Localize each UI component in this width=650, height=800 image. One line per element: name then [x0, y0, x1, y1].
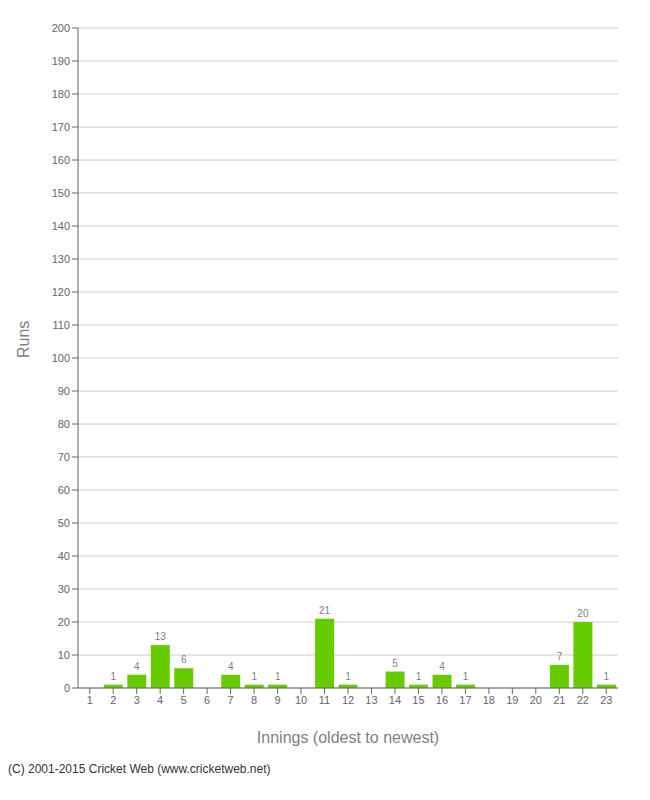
svg-text:7: 7	[557, 651, 563, 662]
svg-text:21: 21	[553, 694, 565, 706]
svg-text:17: 17	[459, 694, 471, 706]
svg-text:190: 190	[52, 55, 70, 67]
svg-text:18: 18	[483, 694, 495, 706]
svg-text:1: 1	[275, 671, 281, 682]
svg-text:180: 180	[52, 88, 70, 100]
svg-text:130: 130	[52, 253, 70, 265]
svg-text:170: 170	[52, 121, 70, 133]
svg-text:Innings (oldest to newest): Innings (oldest to newest)	[257, 729, 439, 746]
svg-text:15: 15	[412, 694, 424, 706]
svg-text:4: 4	[157, 694, 163, 706]
svg-text:22: 22	[577, 694, 589, 706]
svg-text:6: 6	[181, 654, 187, 665]
svg-text:1: 1	[345, 671, 351, 682]
svg-text:100: 100	[52, 352, 70, 364]
svg-text:21: 21	[319, 605, 331, 616]
svg-text:20: 20	[530, 694, 542, 706]
svg-text:90: 90	[58, 385, 70, 397]
svg-text:5: 5	[181, 694, 187, 706]
svg-text:160: 160	[52, 154, 70, 166]
svg-text:10: 10	[295, 694, 307, 706]
svg-text:1: 1	[251, 671, 257, 682]
svg-text:1: 1	[87, 694, 93, 706]
svg-text:14: 14	[389, 694, 401, 706]
svg-text:70: 70	[58, 451, 70, 463]
svg-text:140: 140	[52, 220, 70, 232]
html-text:(C) 2001-2015 Cricket Web (www: (C) 2001-2015 Cricket Web (www.cricketwe…	[8, 762, 271, 776]
svg-text:5: 5	[392, 658, 398, 669]
svg-text:4: 4	[228, 661, 234, 672]
svg-text:16: 16	[436, 694, 448, 706]
svg-text:8: 8	[251, 694, 257, 706]
svg-text:4: 4	[134, 661, 140, 672]
svg-text:1: 1	[111, 671, 117, 682]
svg-text:120: 120	[52, 286, 70, 298]
svg-text:1: 1	[604, 671, 610, 682]
svg-text:4: 4	[439, 661, 445, 672]
svg-text:0: 0	[64, 682, 70, 694]
svg-text:1: 1	[463, 671, 469, 682]
svg-text:13: 13	[155, 631, 167, 642]
svg-text:60: 60	[58, 484, 70, 496]
svg-text:11: 11	[319, 694, 330, 706]
svg-text:200: 200	[52, 22, 70, 34]
svg-text:9: 9	[275, 694, 281, 706]
svg-text:20: 20	[577, 608, 589, 619]
svg-text:Runs: Runs	[15, 321, 32, 358]
svg-text:23: 23	[600, 694, 612, 706]
svg-text:7: 7	[228, 694, 234, 706]
svg-text:2: 2	[110, 694, 116, 706]
svg-text:20: 20	[58, 616, 70, 628]
svg-text:6: 6	[204, 694, 210, 706]
svg-text:50: 50	[58, 517, 70, 529]
svg-text:12: 12	[342, 694, 354, 706]
svg-text:150: 150	[52, 187, 70, 199]
svg-text:10: 10	[58, 649, 70, 661]
svg-text:30: 30	[58, 583, 70, 595]
svg-text:13: 13	[365, 694, 377, 706]
svg-text:40: 40	[58, 550, 70, 562]
svg-text:1: 1	[416, 671, 422, 682]
svg-text:110: 110	[52, 319, 70, 331]
svg-text:19: 19	[506, 694, 518, 706]
svg-text:3: 3	[134, 694, 140, 706]
svg-text:80: 80	[58, 418, 70, 430]
